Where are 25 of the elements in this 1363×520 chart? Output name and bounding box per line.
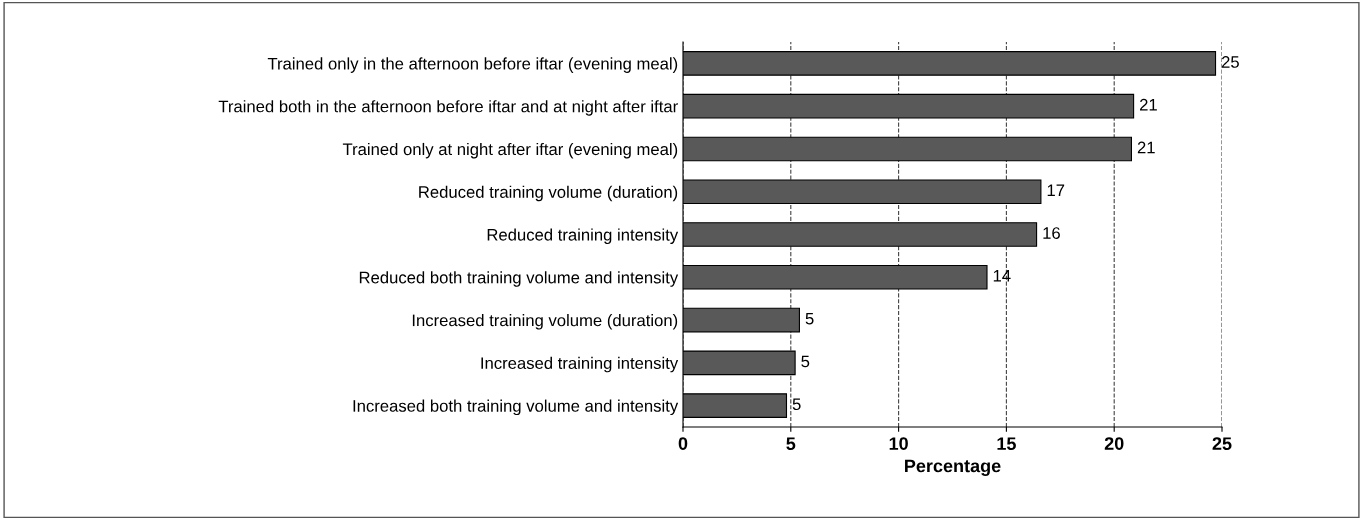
- y-tick-label: Reduced both training volume and intensity: [359, 271, 679, 287]
- x-tick-label: 15: [997, 437, 1016, 450]
- data-label: 17: [1047, 184, 1065, 197]
- x-axis-title: Percentage: [905, 459, 1001, 476]
- y-tick-label: Trained only in the afternoon before iftar (evening meal): [267, 57, 678, 73]
- y-tick-label: Trained both in the afternoon before iftar and at night after iftar: [218, 100, 678, 116]
- data-label: 21: [1140, 98, 1157, 111]
- y-tick-label: Reduced training intensity: [487, 228, 679, 244]
- y-tick-label: Trained only at night after iftar (evening meal): [342, 142, 678, 159]
- data-label: 21: [1137, 141, 1155, 154]
- data-label: 5: [801, 355, 810, 368]
- x-tick-label: 0: [678, 437, 688, 450]
- data-label: 16: [1043, 227, 1060, 239]
- x-tick-label: 25: [1212, 437, 1232, 450]
- y-tick-label: Increased training intensity: [481, 356, 679, 373]
- x-tick-label: 10: [889, 437, 908, 450]
- data-label: 5: [792, 398, 801, 411]
- y-tick-label: Increased both training volume and intensity: [353, 399, 679, 416]
- data-label: 14: [993, 270, 1011, 282]
- y-tick-label: Increased training volume (duration): [412, 314, 678, 330]
- y-tick-label: Reduced training volume (duration): [419, 185, 678, 202]
- data-label: 25: [1221, 56, 1239, 68]
- data-label: 5: [805, 312, 814, 325]
- x-tick-label: 20: [1104, 437, 1124, 450]
- x-tick-label: 5: [786, 437, 796, 450]
